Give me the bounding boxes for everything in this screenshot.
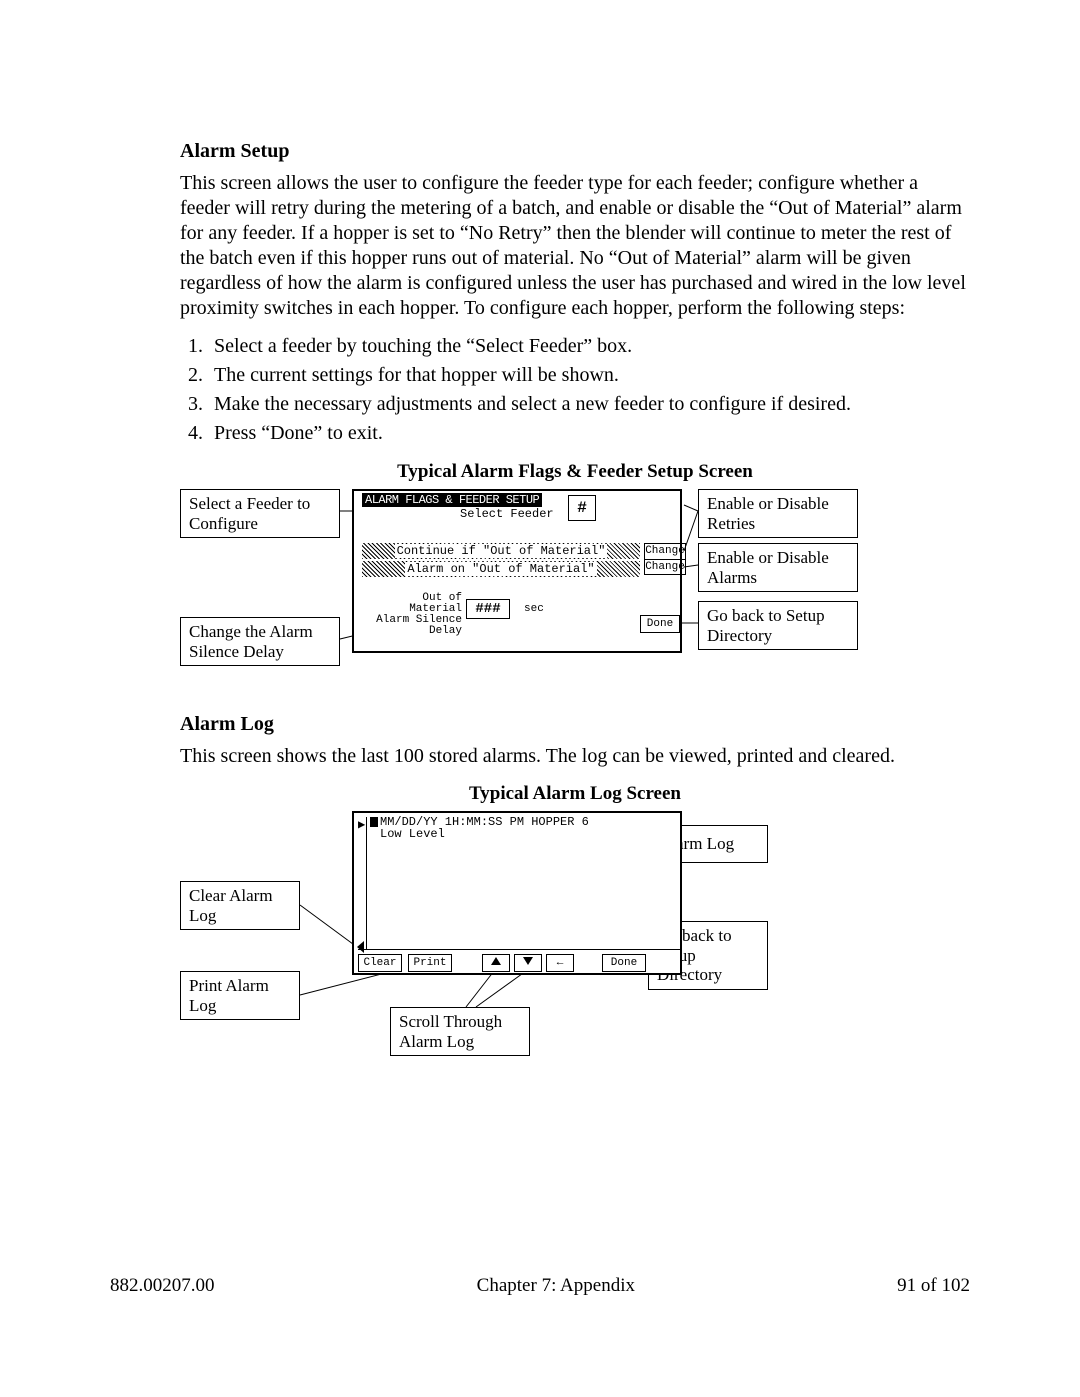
step-2: The current settings for that hopper wil… (208, 364, 970, 387)
log-vline (366, 817, 367, 949)
footer-chapter: Chapter 7: Appendix (477, 1275, 635, 1297)
done-button-fig1[interactable]: Done (640, 615, 680, 633)
figure-alarm-flags: Select a Feeder to Configure Enable or D… (180, 489, 926, 689)
figure-alarm-log: Alarm Log Clear Alarm Log Go back to Set… (180, 811, 926, 1081)
log-cursor-icon: ▶ (358, 817, 365, 832)
chevron-up-icon (491, 957, 501, 965)
fig2-caption: Typical Alarm Log Screen (180, 783, 970, 805)
heading-alarm-log: Alarm Log (180, 713, 970, 736)
callout-clear-log: Clear Alarm Log (180, 881, 300, 930)
footer-page-number: 91 of 102 (897, 1275, 970, 1297)
para-alarm-log: This screen shows the last 100 stored al… (180, 744, 970, 769)
log-hline (358, 949, 680, 950)
scroll-left-button[interactable]: ← (546, 954, 574, 972)
callout-retries: Enable or Disable Retries (698, 489, 858, 538)
scroll-down-button[interactable] (514, 954, 542, 972)
log-line-2: Low Level (380, 827, 445, 841)
heading-alarm-setup: Alarm Setup (180, 140, 970, 163)
lcd-alarm-flags: ALARM FLAGS & FEEDER SETUP Select Feeder… (352, 489, 682, 653)
chevron-down-icon (523, 957, 533, 965)
clear-button[interactable]: Clear (358, 954, 402, 972)
step-3: Make the necessary adjustments and selec… (208, 393, 970, 416)
steps-list: Select a feeder by touching the “Select … (208, 335, 970, 445)
scroll-indicator-icon (357, 941, 364, 953)
callout-print-log: Print Alarm Log (180, 971, 300, 1020)
scroll-up-button[interactable] (482, 954, 510, 972)
change-button-2[interactable]: Change (644, 559, 686, 575)
row-continue-oom-text: Continue if "Out of Material" (395, 544, 608, 558)
callout-select-feeder: Select a Feeder to Configure (180, 489, 340, 538)
log-block-icon (370, 817, 378, 827)
row-alarm-oom-text: Alarm on "Out of Material" (405, 562, 596, 576)
row-continue-oom: Continue if "Out of Material" (362, 543, 640, 559)
delay-value-box[interactable]: ### (466, 599, 510, 619)
callout-alarms: Enable or Disable Alarms (698, 543, 858, 592)
callout-delay: Change the Alarm Silence Delay (180, 617, 340, 666)
row-alarm-oom: Alarm on "Out of Material" (362, 561, 640, 577)
lcd-alarm-log: ▶ MM/DD/YY 1H:MM:SS PM HOPPER 6 Low Leve… (352, 811, 682, 975)
callout-scroll-log: Scroll Through Alarm Log (390, 1007, 530, 1056)
print-button[interactable]: Print (408, 954, 452, 972)
lcd1-titlebar: ALARM FLAGS & FEEDER SETUP (362, 493, 542, 507)
fig1-caption: Typical Alarm Flags & Feeder Setup Scree… (180, 461, 970, 483)
feeder-number-box[interactable]: # (568, 495, 596, 521)
select-feeder-label: Select Feeder (460, 507, 554, 521)
para-alarm-setup: This screen allows the user to configure… (180, 171, 970, 321)
callout-done: Go back to Setup Directory (698, 601, 858, 650)
page: Alarm Setup This screen allows the user … (0, 0, 1080, 1397)
step-4: Press “Done” to exit. (208, 422, 970, 445)
page-footer: 882.00207.00 Chapter 7: Appendix 91 of 1… (110, 1275, 970, 1297)
delay-label: Out of Material Alarm Silence Delay (370, 593, 462, 637)
sec-label: sec (524, 603, 544, 615)
footer-doc-number: 882.00207.00 (110, 1275, 215, 1297)
change-button-1[interactable]: Change (644, 543, 686, 559)
step-1: Select a feeder by touching the “Select … (208, 335, 970, 358)
done-button-fig2[interactable]: Done (602, 954, 646, 972)
